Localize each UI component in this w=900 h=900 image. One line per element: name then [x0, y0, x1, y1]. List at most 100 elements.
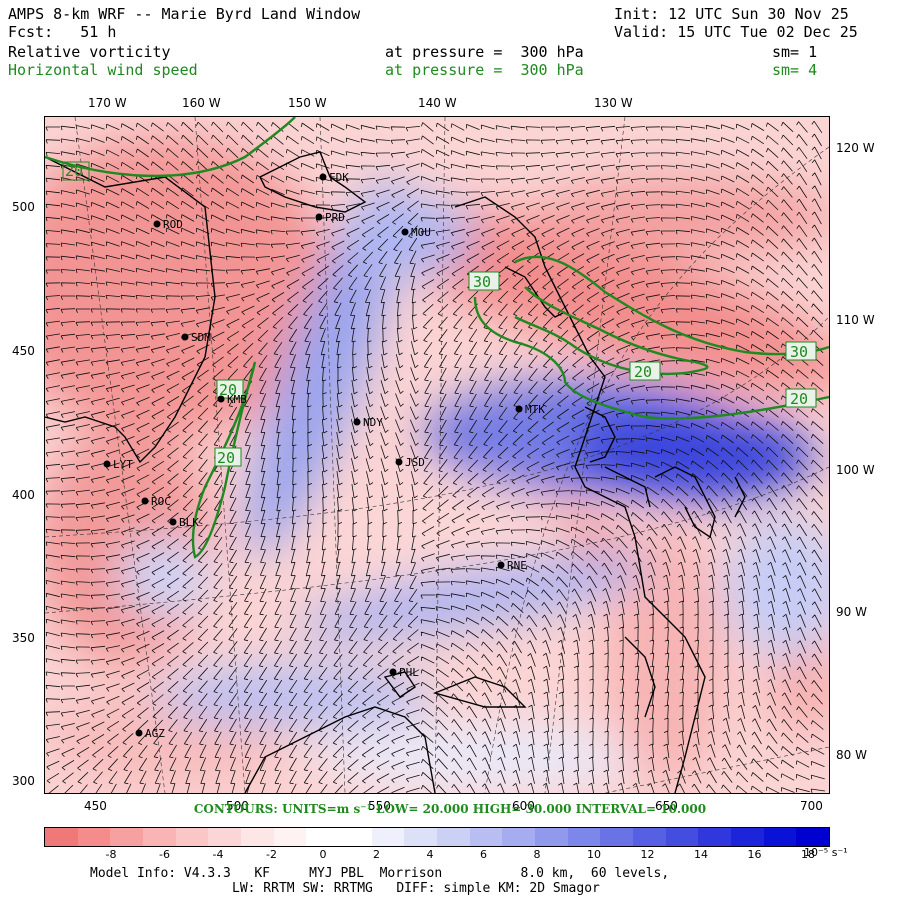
colorbar-swatch [763, 828, 797, 846]
station-dot [153, 220, 161, 228]
station-label: NDY [363, 416, 383, 429]
station-label: ROC [151, 495, 171, 508]
colorbar-swatch [208, 828, 242, 846]
top-lon-label: 160 W [182, 96, 221, 110]
station-dot [515, 405, 523, 413]
station-label: KMB [227, 393, 247, 406]
colorbar-swatch [633, 828, 666, 846]
contour-label: 20 [65, 162, 83, 180]
contour-label-text: 20 20 20 30 20 30 20 [65, 162, 808, 467]
colorbar-swatch [77, 828, 111, 846]
colorbar-swatch [404, 828, 438, 846]
field2-smoothing: sm= 4 [772, 61, 818, 79]
colorbar-swatch [665, 828, 699, 846]
colorbar-tick-label: -6 [159, 848, 170, 861]
station-dot [401, 228, 409, 236]
colorbar-tick-label: 4 [426, 848, 434, 861]
colorbar-swatch [535, 828, 568, 846]
colorbar-swatch [175, 828, 209, 846]
colorbar-tick-label: 6 [480, 848, 487, 861]
station-label: JSD [405, 456, 425, 469]
top-lon-label: 130 W [594, 96, 633, 110]
colorbar-swatch [437, 828, 470, 846]
colorbar-tick-label: 8 [533, 848, 541, 861]
station-dot [141, 497, 149, 505]
station-dot [315, 213, 323, 221]
station-dot [395, 458, 403, 466]
valid-time: Valid: 15 UTC Tue 02 Dec 25 [614, 23, 858, 41]
colorbar-tick-label: 10 [587, 848, 601, 861]
contour-label: 20 [790, 390, 808, 408]
station-dot [497, 561, 505, 569]
y-axis-label: 450 [12, 344, 35, 358]
contour-label: 20 [217, 449, 235, 467]
colorbar-swatch [698, 828, 732, 846]
field2-name: Horizontal wind speed [8, 61, 198, 79]
colorbar-swatch [796, 828, 830, 846]
colorbar-swatch [45, 828, 78, 846]
station-label: AGZ [145, 727, 165, 740]
contours-info: CONTOURS: UNITS=m s⁻¹ LOW= 20.000 HIGH= … [193, 802, 707, 816]
right-lon-label: 90 W [836, 605, 867, 619]
model-info-line1: Model Info: V4.3.3 KF MYJ PBL Morrison 8… [90, 866, 670, 881]
y-axis-label: 300 [12, 774, 35, 788]
colorbar-tick-label: -8 [105, 848, 117, 861]
colorbar-swatch [502, 828, 536, 846]
station-label: PRD [325, 211, 345, 224]
colorbar-swatch [567, 828, 601, 846]
colorbar-units: 10⁻⁵ s⁻¹ [804, 846, 848, 859]
contour-labels [62, 161, 817, 467]
forecast-hour: Fcst: 51 h [8, 23, 117, 41]
top-lon-label: 170 W [88, 96, 127, 110]
field2-level: at pressure = 300 hPa [385, 61, 584, 79]
station-dot [389, 668, 397, 676]
colorbar-swatch [371, 828, 405, 846]
top-lon-label: 150 W [288, 96, 327, 110]
contour-label: 20 [219, 381, 237, 399]
station-label: RNE [507, 559, 527, 572]
station-label: FDK [329, 171, 349, 184]
model-info-line2: LW: RRTM SW: RRTMG DIFF: simple KM: 2D S… [232, 881, 600, 896]
station-dot [181, 333, 189, 341]
coastline [45, 151, 746, 793]
station-label: LYT [113, 458, 133, 471]
colorbar-swatch [731, 828, 764, 846]
right-lon-label: 80 W [836, 748, 867, 762]
field1-level: at pressure = 300 hPa [385, 43, 584, 61]
station-markers: FDK PRD MOU ROD SDM KMB NDY MTK LYT ROC BLK JSD RNE P… [103, 171, 545, 740]
colorbar-tick-label: 2 [373, 848, 380, 861]
field1-name: Relative vorticity [8, 43, 171, 61]
station-label: SDM [191, 331, 211, 344]
right-lon-label: 120 W [836, 141, 875, 155]
map-plot[interactable]: 20 20 20 30 20 30 20 FDK PRD MOU ROD SDM KMB N… [44, 116, 830, 794]
colorbar-swatch [143, 828, 176, 846]
right-lon-label: 100 W [836, 463, 875, 477]
colorbar-tick-label: -2 [266, 848, 277, 861]
station-dot [103, 460, 111, 468]
colorbar-swatch [273, 828, 307, 846]
x-axis-label: 700 [800, 799, 823, 813]
colorbar-tick-label: 18 [801, 848, 815, 861]
contour-label: 30 [473, 273, 491, 291]
top-lon-label: 140 W [418, 96, 457, 110]
station-label: MTK [525, 403, 545, 416]
colorbar-tick-label: -4 [212, 848, 224, 861]
map-title: AMPS 8-km WRF -- Marie Byrd Land Window [8, 5, 361, 23]
x-axis-label: 550 [368, 799, 391, 813]
colorbar-tick-label: 16 [747, 848, 762, 861]
station-dot [319, 173, 327, 181]
y-axis-label: 350 [12, 631, 35, 645]
station-label: BLK [179, 516, 199, 529]
x-axis-label: 500 [226, 799, 249, 813]
colorbar-tick-label: 12 [640, 848, 655, 861]
station-dot [353, 418, 361, 426]
colorbar [44, 827, 830, 847]
colorbar-swatch [469, 828, 503, 846]
colorbar-swatch [110, 828, 144, 846]
station-label: PHL [399, 666, 419, 679]
x-axis-label: 650 [655, 799, 678, 813]
station-label: ROD [163, 218, 183, 231]
init-time: Init: 12 UTC Sun 30 Nov 25 [614, 5, 849, 23]
x-axis-label: 450 [84, 799, 107, 813]
station-dot [169, 518, 177, 526]
